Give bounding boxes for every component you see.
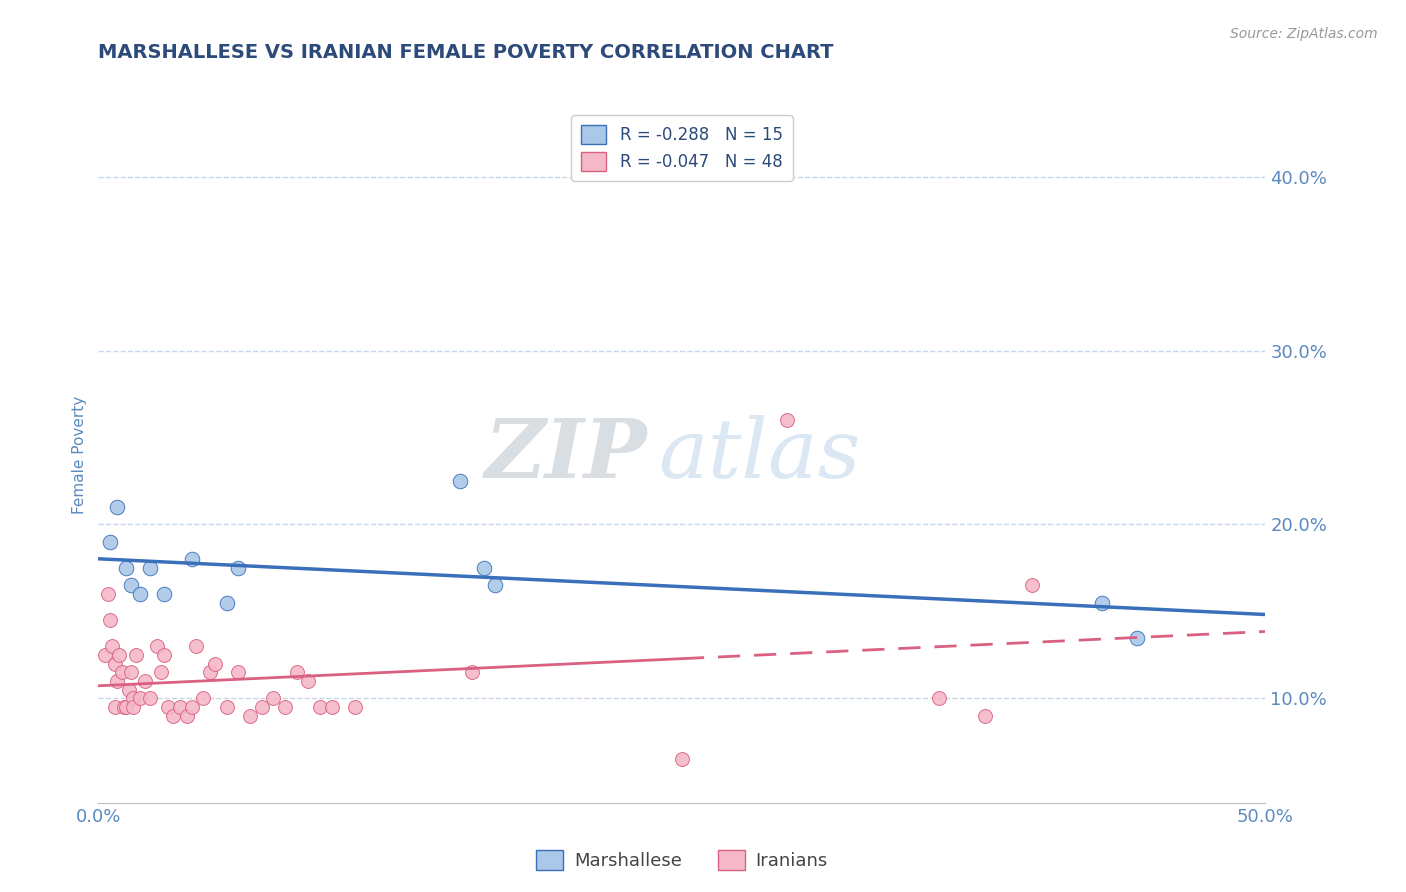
Point <box>250 700 273 714</box>
Point <box>150 665 173 680</box>
Point <box>120 665 142 680</box>
Point <box>200 665 222 680</box>
Point <box>461 665 484 680</box>
Point <box>1021 578 1043 592</box>
Point <box>157 700 180 714</box>
Point <box>262 691 284 706</box>
Point <box>134 674 156 689</box>
Point <box>104 657 127 671</box>
Point <box>125 648 148 662</box>
Point <box>104 700 127 714</box>
Point <box>108 648 131 662</box>
Point <box>122 691 145 706</box>
Point <box>122 700 145 714</box>
Point <box>115 700 138 714</box>
Point <box>111 665 134 680</box>
Point <box>1091 596 1114 610</box>
Point <box>193 691 215 706</box>
Point <box>169 700 191 714</box>
Point <box>180 552 202 566</box>
Point <box>928 691 950 706</box>
Point <box>105 500 128 514</box>
Point <box>180 700 202 714</box>
Point <box>139 691 162 706</box>
Point <box>1126 631 1149 645</box>
Point <box>671 752 693 766</box>
Point <box>974 708 997 723</box>
Point <box>228 561 250 575</box>
Text: MARSHALLESE VS IRANIAN FEMALE POVERTY CORRELATION CHART: MARSHALLESE VS IRANIAN FEMALE POVERTY CO… <box>98 44 834 62</box>
Point <box>101 639 124 653</box>
Point <box>344 700 367 714</box>
Point <box>297 674 319 689</box>
Point <box>228 665 250 680</box>
Point <box>139 561 162 575</box>
Point <box>285 665 308 680</box>
Point <box>472 561 495 575</box>
Point <box>146 639 169 653</box>
Legend: Marshallese, Iranians: Marshallese, Iranians <box>529 843 835 877</box>
Text: ZIP: ZIP <box>484 415 647 495</box>
Point <box>98 613 121 627</box>
Point <box>152 587 174 601</box>
Text: Source: ZipAtlas.com: Source: ZipAtlas.com <box>1230 27 1378 41</box>
Y-axis label: Female Poverty: Female Poverty <box>72 396 87 514</box>
Point <box>484 578 506 592</box>
Point <box>239 708 262 723</box>
Point <box>449 474 471 488</box>
Point <box>204 657 226 671</box>
Point <box>115 561 138 575</box>
Point <box>98 534 121 549</box>
Point <box>152 648 174 662</box>
Point <box>118 682 141 697</box>
Text: atlas: atlas <box>658 415 860 495</box>
Point <box>162 708 184 723</box>
Point <box>215 700 238 714</box>
Point <box>309 700 332 714</box>
Point <box>129 691 152 706</box>
Point <box>274 700 297 714</box>
Point <box>321 700 343 714</box>
Point <box>105 674 128 689</box>
Point <box>94 648 117 662</box>
Point <box>186 639 208 653</box>
Point <box>215 596 238 610</box>
Point <box>120 578 142 592</box>
Point <box>776 413 799 427</box>
Point <box>97 587 120 601</box>
Point <box>112 700 135 714</box>
Point <box>176 708 198 723</box>
Point <box>129 587 152 601</box>
